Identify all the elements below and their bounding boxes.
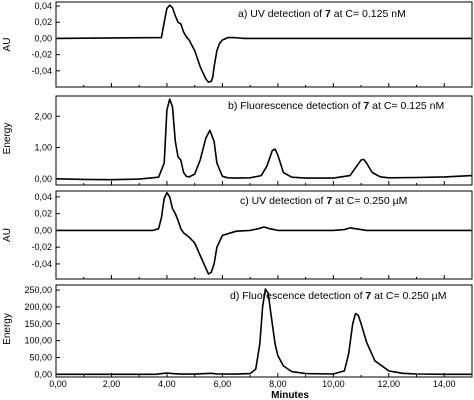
x-tick-label: 14,00 bbox=[433, 379, 456, 389]
y-tick-label: -0,02 bbox=[31, 50, 52, 60]
x-axis-label: Minutes bbox=[271, 390, 309, 400]
panel-annotation: b) Fluorescence detection of 7 at C= 0.1… bbox=[228, 100, 444, 112]
x-tick-label: 0,00 bbox=[49, 379, 67, 389]
x-tick-label: 10,00 bbox=[322, 379, 345, 389]
x-tick-label: 2,00 bbox=[103, 379, 121, 389]
plot-frame bbox=[55, 1, 473, 88]
chromatogram-trace bbox=[56, 191, 472, 275]
x-tick-label: 8,00 bbox=[269, 379, 287, 389]
annotation-compound: 7 bbox=[326, 195, 332, 207]
chart-panel-3: 0,04 0,02 0,00 -0,02 -0,04 AU c) UV detection … bbox=[2, 190, 473, 280]
y-tick-label: 0,00 bbox=[34, 174, 52, 184]
annotation-prefix: a) UV detection of bbox=[238, 8, 325, 20]
chromatogram-trace bbox=[55, 4, 472, 83]
annotation-compound: 7 bbox=[365, 290, 371, 302]
y-tick-label: 50,00 bbox=[29, 352, 52, 362]
annotation-compound: 7 bbox=[363, 100, 369, 112]
y-axis-label: Energy bbox=[2, 123, 13, 155]
y-tick-label: -0,04 bbox=[31, 66, 52, 76]
chromatogram-trace bbox=[56, 288, 472, 376]
y-tick-label: 150,00 bbox=[24, 319, 52, 329]
annotation-suffix: at C= 0.250 µM bbox=[371, 290, 446, 302]
annotation-prefix: b) Fluorescence detection of bbox=[228, 100, 363, 112]
annotation-prefix: d) Fluorescence detection of bbox=[230, 290, 365, 302]
y-tick-label: 1,00 bbox=[34, 143, 52, 153]
chart-panel-1: 0,04 0,02 0,00 -0,02 -0,04 AU a) UV detection … bbox=[2, 1, 473, 88]
y-tick-label: 0,00 bbox=[34, 33, 52, 43]
annotation-compound: 7 bbox=[325, 8, 331, 20]
panel-annotation: c) UV detection of 7 at C= 0.250 µM bbox=[240, 195, 407, 207]
annotation-suffix: at C= 0.125 nM bbox=[331, 8, 406, 20]
y-tick-label: 0,00 bbox=[34, 369, 52, 379]
y-axis-label: AU bbox=[2, 38, 13, 52]
y-tick-label: -0,04 bbox=[31, 259, 52, 269]
plot-frame bbox=[55, 190, 473, 280]
chart-panel-2: 2,00 1,00 0,00 Energy b) Fluorescence detect… bbox=[2, 95, 473, 186]
chromatogram-trace bbox=[55, 98, 473, 181]
y-tick-label: 200,00 bbox=[24, 302, 52, 312]
plot-frame bbox=[55, 284, 473, 378]
chart-panel-4: 250,00 200,00 150,00 100,00 50,00 0,00 Energy d… bbox=[2, 284, 473, 400]
y-tick-label: 100,00 bbox=[24, 336, 52, 346]
y-axis-label: AU bbox=[2, 228, 13, 242]
y-tick-label: 0,00 bbox=[34, 225, 52, 235]
y-tick-label: 2,00 bbox=[34, 111, 52, 121]
x-tick-label: 12,00 bbox=[378, 379, 401, 389]
plot-frame bbox=[55, 95, 473, 186]
panel-annotation: a) UV detection of 7 at C= 0.125 nM bbox=[238, 8, 406, 20]
y-tick-label: 0,04 bbox=[34, 192, 52, 202]
y-tick-label: 0,02 bbox=[34, 209, 52, 219]
y-tick-label: 250,00 bbox=[24, 285, 52, 295]
y-tick-label: 0,02 bbox=[34, 17, 52, 27]
annotation-suffix: at C= 0.125 nM bbox=[369, 100, 444, 112]
x-tick-label: 6,00 bbox=[214, 379, 232, 389]
annotation-prefix: c) UV detection of bbox=[240, 195, 326, 207]
x-tick-label: 4,00 bbox=[158, 379, 176, 389]
panel-annotation: d) Fluorescence detection of 7 at C= 0.2… bbox=[230, 290, 446, 302]
annotation-suffix: at C= 0.250 µM bbox=[332, 195, 407, 207]
y-tick-label: 0,04 bbox=[34, 1, 52, 11]
y-tick-label: -0,02 bbox=[31, 242, 52, 252]
y-axis-label: Energy bbox=[2, 313, 13, 345]
